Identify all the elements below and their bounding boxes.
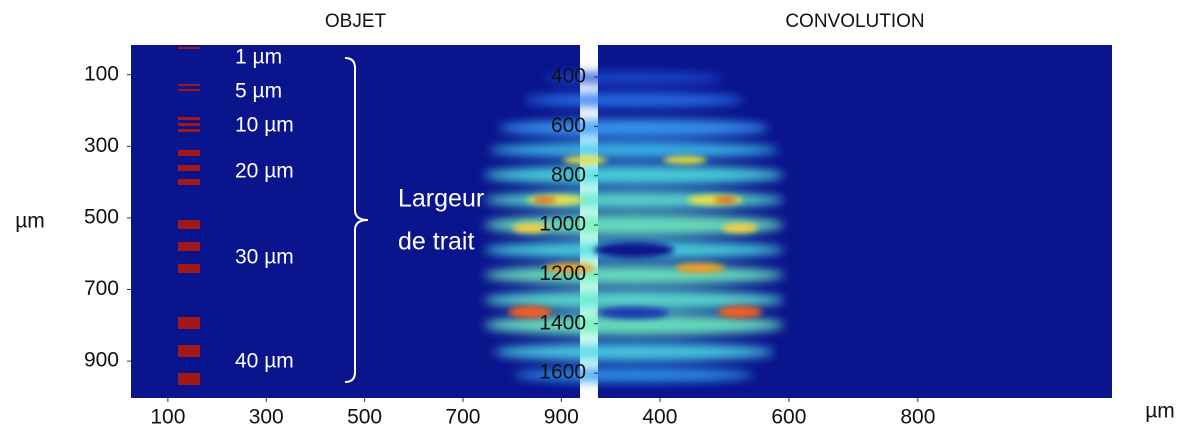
y-tick-label: 1200 bbox=[539, 262, 586, 285]
y-tick-label: 300 bbox=[84, 134, 119, 157]
chart-title: OBJET bbox=[325, 11, 387, 32]
y-tick-label: 1400 bbox=[539, 311, 586, 334]
y-axis-label: µm bbox=[15, 210, 45, 233]
convolution-pattern bbox=[484, 72, 784, 382]
annotation: 40 µm bbox=[235, 350, 294, 373]
y-tick-label: 500 bbox=[84, 205, 119, 228]
x-tick-label: 700 bbox=[445, 406, 480, 429]
x-tick-label: 800 bbox=[900, 406, 935, 429]
x-tick-label: 900 bbox=[544, 406, 579, 429]
x-tick-label: 600 bbox=[771, 406, 806, 429]
x-tick-label: 100 bbox=[150, 406, 185, 429]
annotation: 5 µm bbox=[235, 80, 282, 103]
y-tick-label: 1600 bbox=[539, 361, 586, 384]
annotation: Largeur bbox=[398, 185, 484, 213]
annotation: 1 µm bbox=[235, 46, 282, 69]
x-axis-label: µm bbox=[1145, 400, 1175, 423]
chart-title: CONVOLUTION bbox=[785, 11, 924, 32]
y-tick-label: 900 bbox=[84, 349, 119, 372]
annotation: 10 µm bbox=[235, 114, 294, 137]
object-lines bbox=[178, 47, 200, 385]
y-tick-label: 100 bbox=[84, 62, 119, 85]
y-tick-label: 600 bbox=[551, 114, 586, 137]
bracket bbox=[344, 57, 369, 383]
y-tick-label: 800 bbox=[551, 163, 586, 186]
annotation: 20 µm bbox=[235, 160, 294, 183]
y-tick-label: 400 bbox=[551, 65, 586, 88]
annotation: 30 µm bbox=[235, 246, 294, 269]
x-tick-label: 400 bbox=[642, 406, 677, 429]
annotation: de trait bbox=[398, 228, 474, 256]
x-tick-label: 500 bbox=[347, 406, 382, 429]
y-tick-label: 700 bbox=[84, 277, 119, 300]
x-tick-label: 300 bbox=[249, 406, 284, 429]
y-tick-label: 1000 bbox=[539, 213, 586, 236]
